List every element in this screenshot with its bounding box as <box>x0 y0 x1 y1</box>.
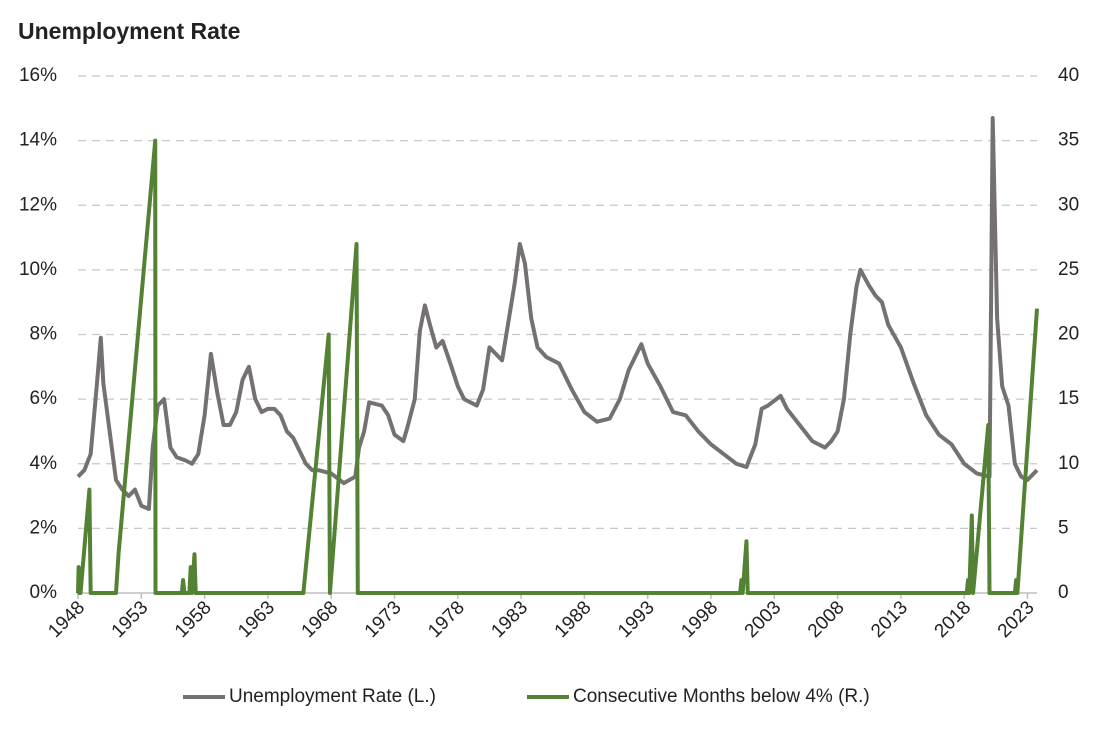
y2-tick-label: 35 <box>1058 130 1079 151</box>
legend-label: Unemployment Rate (L.) <box>229 686 436 707</box>
y2-tick-label: 10 <box>1058 453 1079 474</box>
x-tick-label: 1978 <box>424 597 469 642</box>
y2-tick-label: 5 <box>1058 517 1069 538</box>
x-tick-label: 1983 <box>487 597 532 642</box>
legend-label: Consecutive Months below 4% (R.) <box>573 686 870 707</box>
y2-tick-label: 30 <box>1058 194 1079 215</box>
line-series <box>76 116 1039 511</box>
x-tick-label: 2003 <box>741 597 786 642</box>
x-tick-label: 1948 <box>44 597 89 642</box>
y2-tick-label: 0 <box>1058 582 1069 603</box>
y-tick-label: 14% <box>19 130 57 151</box>
x-tick-label: 1953 <box>108 597 153 642</box>
y2-tick-label: 15 <box>1058 388 1079 409</box>
y2-tick-label: 20 <box>1058 324 1079 345</box>
x-tick-label: 2023 <box>994 597 1039 642</box>
x-tick-label: 1993 <box>614 597 659 642</box>
y2-tick-label: 40 <box>1058 65 1079 86</box>
x-tick-label: 2013 <box>867 597 912 642</box>
line-series <box>76 138 1039 595</box>
chart-title: Unemployment Rate <box>18 18 240 44</box>
y-tick-label: 0% <box>30 582 58 603</box>
x-tick-label: 1963 <box>234 597 279 642</box>
y-tick-label: 6% <box>30 388 58 409</box>
y2-tick-label: 25 <box>1058 259 1079 280</box>
x-tick-label: 2018 <box>931 597 976 642</box>
x-tick-label: 1973 <box>361 597 406 642</box>
x-tick-label: 1998 <box>677 597 722 642</box>
y-tick-label: 12% <box>19 194 57 215</box>
y-tick-label: 8% <box>30 324 58 345</box>
x-tick-label: 1968 <box>298 597 343 642</box>
y-tick-label: 10% <box>19 259 57 280</box>
x-tick-label: 1958 <box>171 597 216 642</box>
x-tick-label: 1988 <box>551 597 596 642</box>
x-tick-label: 2008 <box>804 597 849 642</box>
y-tick-label: 2% <box>30 517 58 538</box>
y-tick-label: 16% <box>19 65 57 86</box>
y-tick-label: 4% <box>30 453 58 474</box>
